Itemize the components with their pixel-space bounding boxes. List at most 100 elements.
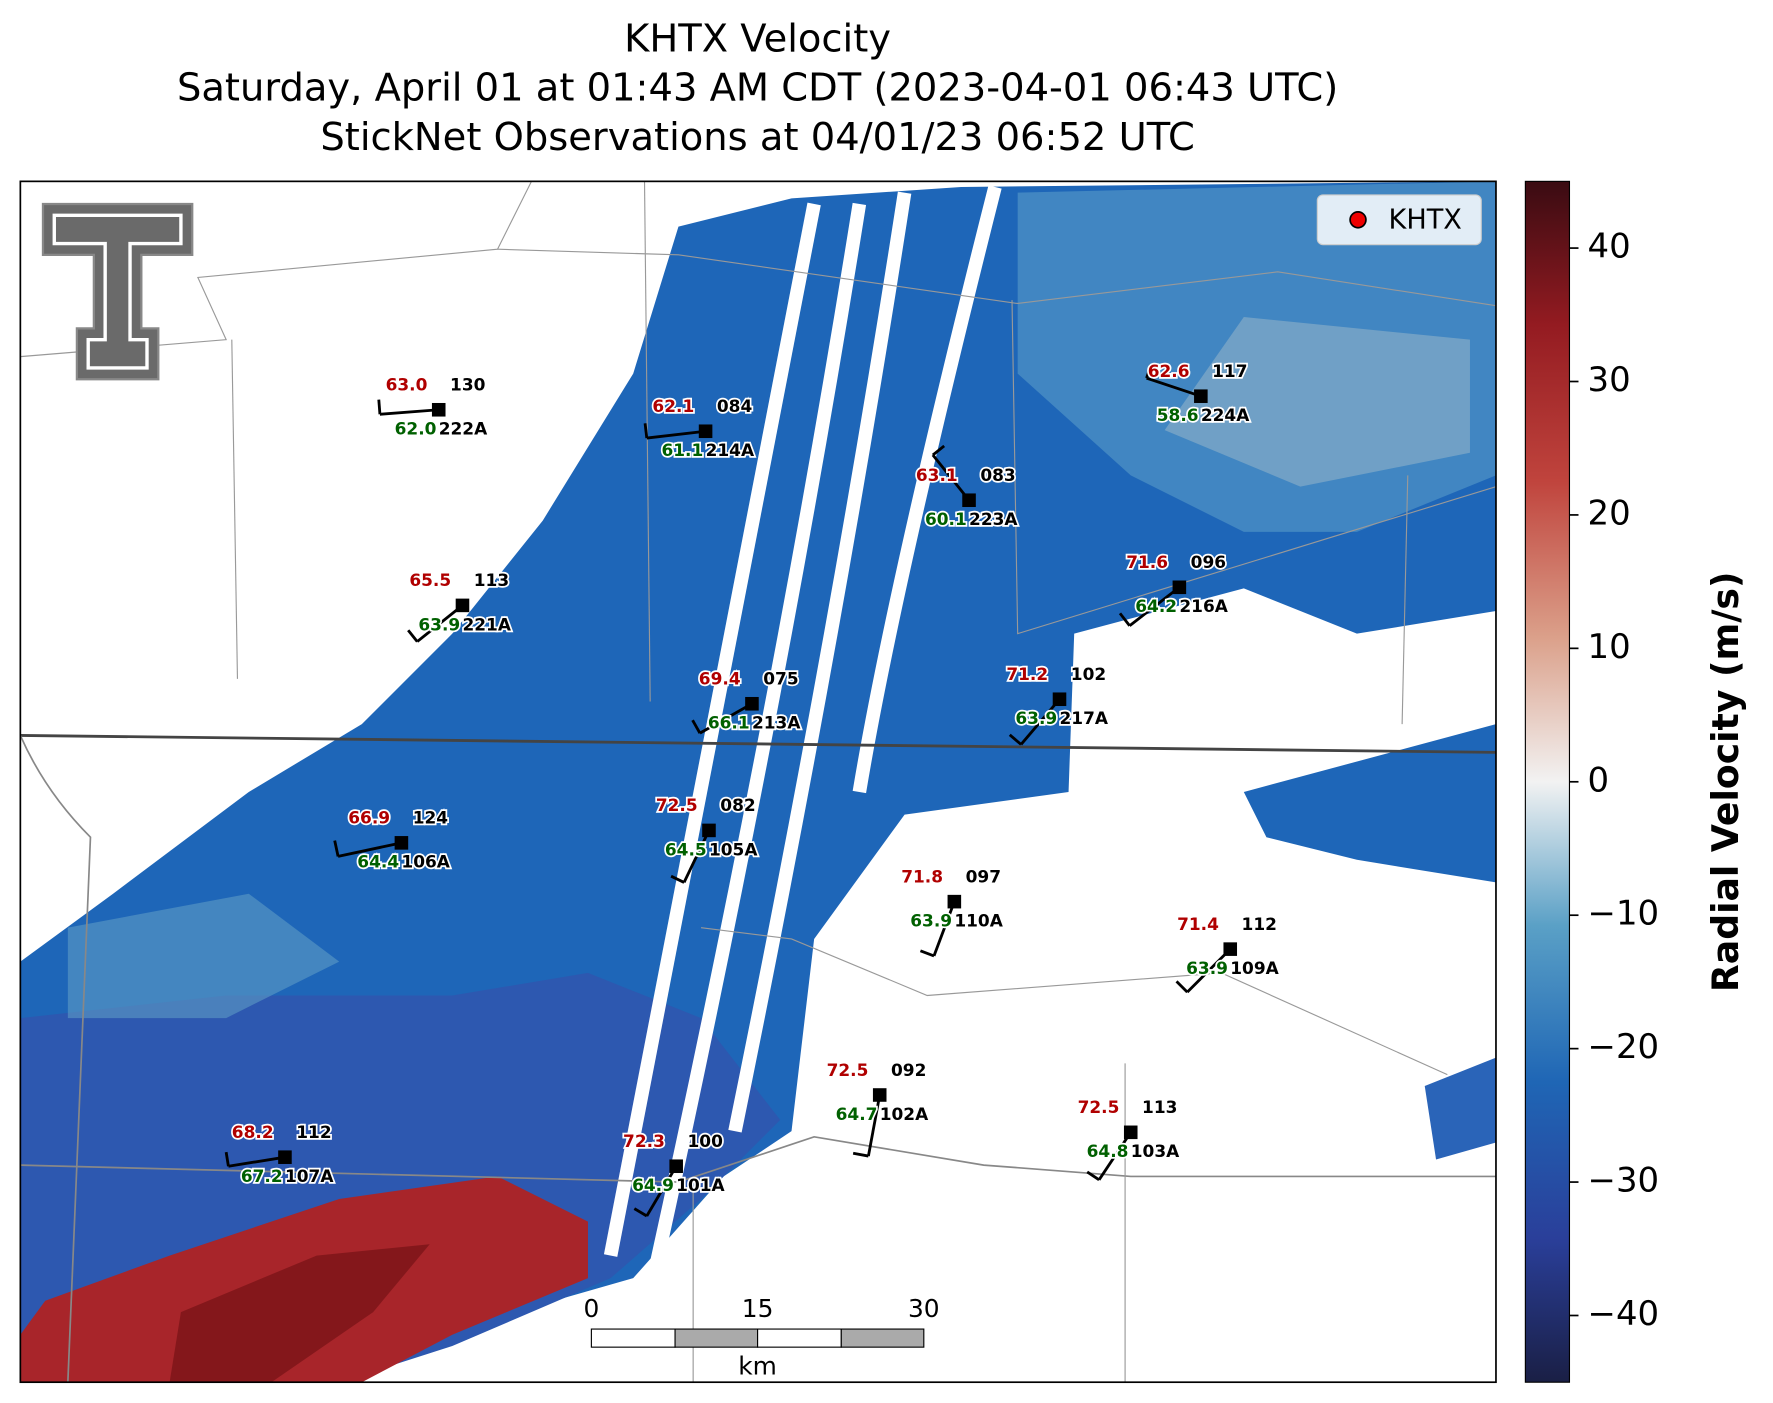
station-marker	[745, 696, 759, 711]
station-id: 223A	[969, 509, 1018, 529]
colorbar-gradient	[1524, 180, 1571, 1383]
dewpoint: 63.9	[1015, 708, 1057, 728]
colorbar: Radial Velocity (m/s) −40 −30 −20 −10 0 10 20 3…	[1524, 180, 1747, 1383]
station: 71.8 097 63.9 110A	[899, 865, 1005, 958]
temperature: 72.5	[656, 795, 698, 815]
wind-barb-flag	[691, 719, 702, 734]
temperature: 71.6	[1126, 552, 1168, 572]
dewpoint: 66.1	[708, 713, 750, 733]
radar-gap	[728, 191, 912, 1133]
station-id: 222A	[439, 419, 488, 439]
legend-label: KHTX	[1389, 204, 1462, 235]
station: 72.3 100 64.9 101A	[621, 1129, 727, 1218]
legend-marker	[1349, 211, 1367, 229]
title-line: StickNet Observations at 04/01/23 06:52 …	[320, 115, 1194, 160]
dewpoint: 64.8	[1087, 1141, 1129, 1161]
wind-barb	[1146, 376, 1202, 398]
temperature: 71.8	[901, 866, 943, 886]
wind-barb-flag	[224, 1151, 230, 1167]
scale-segment	[840, 1328, 925, 1348]
station: 66.9 124 64.4 106A	[333, 806, 452, 873]
wind-barb-flag	[1118, 612, 1131, 627]
wind-barb	[1097, 1131, 1132, 1181]
boundary	[20, 735, 92, 1383]
dewpoint: 67.2	[241, 1166, 283, 1186]
station-id: 217A	[1060, 708, 1109, 728]
boundary	[231, 339, 239, 679]
temperature: 71.4	[1177, 914, 1219, 934]
scale-bar: 0 15 30 km	[583, 1294, 939, 1381]
wind-direction: 097	[966, 866, 1001, 886]
wind-barb	[699, 702, 753, 735]
wind-barb	[646, 429, 706, 440]
station-id: 216A	[1179, 596, 1228, 616]
station-marker	[962, 493, 976, 508]
wind-barb	[416, 604, 464, 643]
colorbar-tick-label: 0	[1588, 760, 1610, 799]
station-marker	[872, 1088, 887, 1102]
temperature: 72.3	[623, 1131, 665, 1151]
wind-barb	[1128, 586, 1181, 627]
wind-barb-flag	[377, 399, 382, 415]
station-id: 224A	[1201, 405, 1250, 425]
radar-gap	[603, 202, 821, 1257]
colorbar-tick-label: 10	[1588, 627, 1631, 666]
map-frame	[19, 180, 1497, 1384]
station-marker	[1172, 580, 1187, 595]
station-marker	[669, 1159, 683, 1174]
dewpoint: 64.5	[665, 839, 707, 859]
station: 63.1 083 60.1 223A	[914, 444, 1020, 531]
radar-echo	[1243, 724, 1496, 883]
wind-barb	[1186, 948, 1232, 994]
temperature: 62.1	[652, 396, 694, 416]
wind-direction: 102	[1071, 664, 1106, 684]
title-line: Saturday, April 01 at 01:43 AM CDT (2023…	[177, 65, 1338, 110]
station-marker	[702, 823, 716, 838]
wind-barb	[867, 1094, 882, 1157]
station-id: 107A	[285, 1166, 334, 1186]
station-id: 213A	[752, 713, 801, 733]
scale-segment	[757, 1328, 842, 1348]
station: 72.5 092 64.7 102A	[825, 1058, 931, 1158]
radar-echo	[67, 893, 340, 1019]
station: 63.0 130 62.0 222A	[377, 373, 490, 440]
wind-barb-flag	[333, 840, 340, 857]
scale-label: 30	[908, 1294, 940, 1323]
temperature: 71.2	[1006, 664, 1048, 684]
station: 71.4 112 63.9 109A	[1175, 912, 1281, 994]
boundary	[1401, 475, 1409, 725]
colorbar-tick-label: −30	[1588, 1161, 1660, 1200]
station-marker	[1123, 1125, 1138, 1140]
wind-direction: 117	[1212, 361, 1247, 381]
station-marker	[278, 1150, 292, 1164]
station-id: 214A	[706, 440, 755, 460]
radar-gap	[852, 185, 1002, 794]
dewpoint: 62.0	[395, 419, 437, 439]
station-id: 101A	[676, 1175, 725, 1195]
boundary	[1011, 300, 1496, 635]
station-id: 105A	[709, 839, 758, 859]
colorbar-tick-label: 20	[1588, 493, 1631, 532]
dewpoint: 64.4	[357, 852, 399, 872]
wind-barb	[337, 841, 402, 858]
wind-barb	[228, 1155, 286, 1168]
wind-direction: 113	[474, 570, 509, 590]
wind-direction: 100	[687, 1131, 722, 1151]
boundary	[643, 181, 651, 702]
colorbar-tick-label: −10	[1588, 894, 1660, 933]
station-id: 110A	[954, 911, 1003, 931]
dewpoint: 64.7	[836, 1104, 878, 1124]
wind-barb-flag	[633, 1207, 648, 1218]
dewpoint: 63.9	[418, 614, 460, 634]
station: 65.5 113 63.9 221A	[407, 568, 514, 643]
dewpoint: 64.9	[632, 1175, 674, 1195]
dewpoint: 60.1	[925, 509, 967, 529]
station: 68.2 112 67.2 107A	[224, 1120, 336, 1188]
station: 72.5 082 64.5 105A	[654, 793, 760, 884]
dewpoint: 58.6	[1157, 405, 1199, 425]
wind-barb	[1019, 698, 1061, 746]
station: 69.4 075 66.1 213A	[691, 667, 803, 735]
wind-barb	[379, 408, 439, 416]
wind-barb-flag	[1145, 364, 1153, 379]
